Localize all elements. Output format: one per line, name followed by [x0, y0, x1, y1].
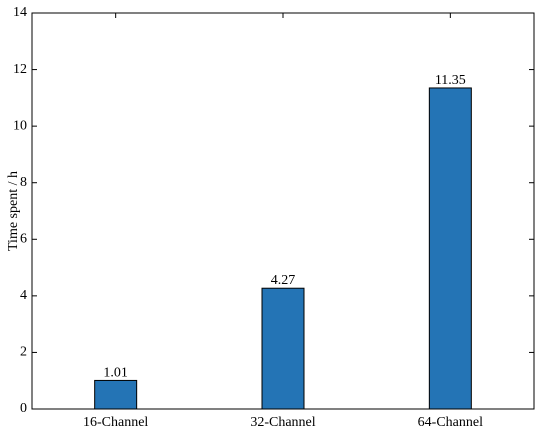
- data-label: 1.01: [103, 365, 128, 380]
- y-axis-label: Time spent / h: [6, 171, 21, 251]
- bar-series: [94, 87, 472, 410]
- data-label: 11.35: [435, 73, 466, 88]
- x-tick-label: 16-Channel: [83, 415, 148, 430]
- y-tick-label: 2: [20, 345, 27, 360]
- y-axis: 0 2 4 6 8 10 12 14: [13, 5, 534, 416]
- x-tick-label: 32-Channel: [250, 415, 315, 430]
- y-tick-label: 10: [13, 118, 27, 133]
- x-tick-label: 64-Channel: [418, 415, 483, 430]
- y-tick-label: 14: [13, 5, 27, 20]
- x-axis: 16-Channel 32-Channel 64-Channel: [83, 13, 483, 430]
- bar-16-channel: [94, 379, 138, 410]
- y-tick-label: 0: [20, 401, 27, 416]
- y-tick-label: 4: [20, 288, 27, 303]
- data-label: 4.27: [271, 273, 296, 288]
- y-tick-label: 6: [20, 232, 27, 247]
- data-labels: 1.01 4.27 11.35: [103, 73, 465, 380]
- bar-64-channel: [428, 87, 472, 410]
- y-tick-label: 12: [13, 62, 27, 77]
- y-tick-label: 8: [20, 175, 27, 190]
- bar-32-channel: [261, 287, 305, 410]
